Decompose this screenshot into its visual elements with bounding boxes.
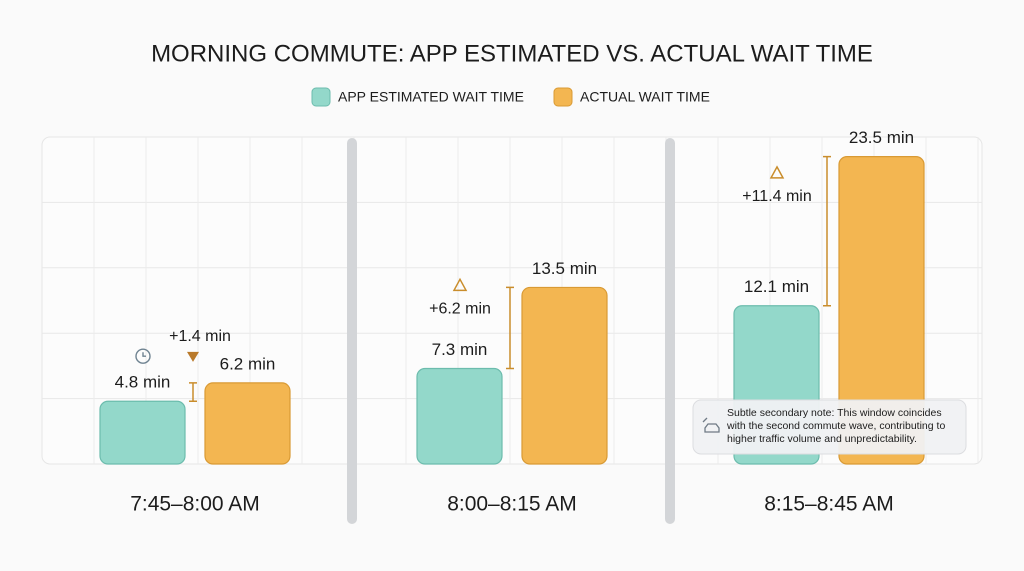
delta-icon [769,165,785,179]
note-text: higher traffic volume and unpredictabili… [727,433,917,445]
clock-icon [142,352,146,357]
delta-icon [452,277,468,292]
x-tick-label: 8:00–8:15 AM [447,493,577,516]
panel-divider [665,138,675,524]
difference-bracket [823,155,831,307]
bar [416,367,503,465]
note-box [692,399,967,455]
difference-label: +6.2 min [429,301,491,318]
x-tick-label: 7:45–8:00 AM [130,493,260,516]
x-tick-label: 8:15–8:45 AM [764,493,894,516]
note-text: with the second commute wave, contributi… [726,420,945,432]
difference-label: +11.4 min [742,188,812,205]
panel-divider [347,138,357,524]
value-label: 4.8 min [115,373,171,392]
difference-bracket [189,382,197,402]
value-label: 7.3 min [432,340,488,359]
clock-icon [135,348,151,364]
legend-label: APP ESTIMATED WAIT TIME [338,89,524,105]
value-label: 23.5 min [849,128,914,147]
legend-swatch [311,87,331,107]
legend-swatch [553,87,573,107]
bar [521,286,608,465]
bar [99,400,186,465]
note-text: Subtle secondary note: This window coinc… [727,407,942,419]
difference-bracket [506,286,514,370]
bar [204,382,291,465]
car-icon [702,417,720,433]
legend-label: ACTUAL WAIT TIME [580,89,710,105]
delta-icon [187,351,199,362]
value-label: 12.1 min [744,277,809,296]
value-label: 13.5 min [532,259,597,278]
bar [838,156,925,465]
chart-title: MORNING COMMUTE: APP ESTIMATED VS. ACTUA… [151,40,873,67]
difference-label: +1.4 min [169,328,231,345]
value-label: 6.2 min [220,354,276,373]
